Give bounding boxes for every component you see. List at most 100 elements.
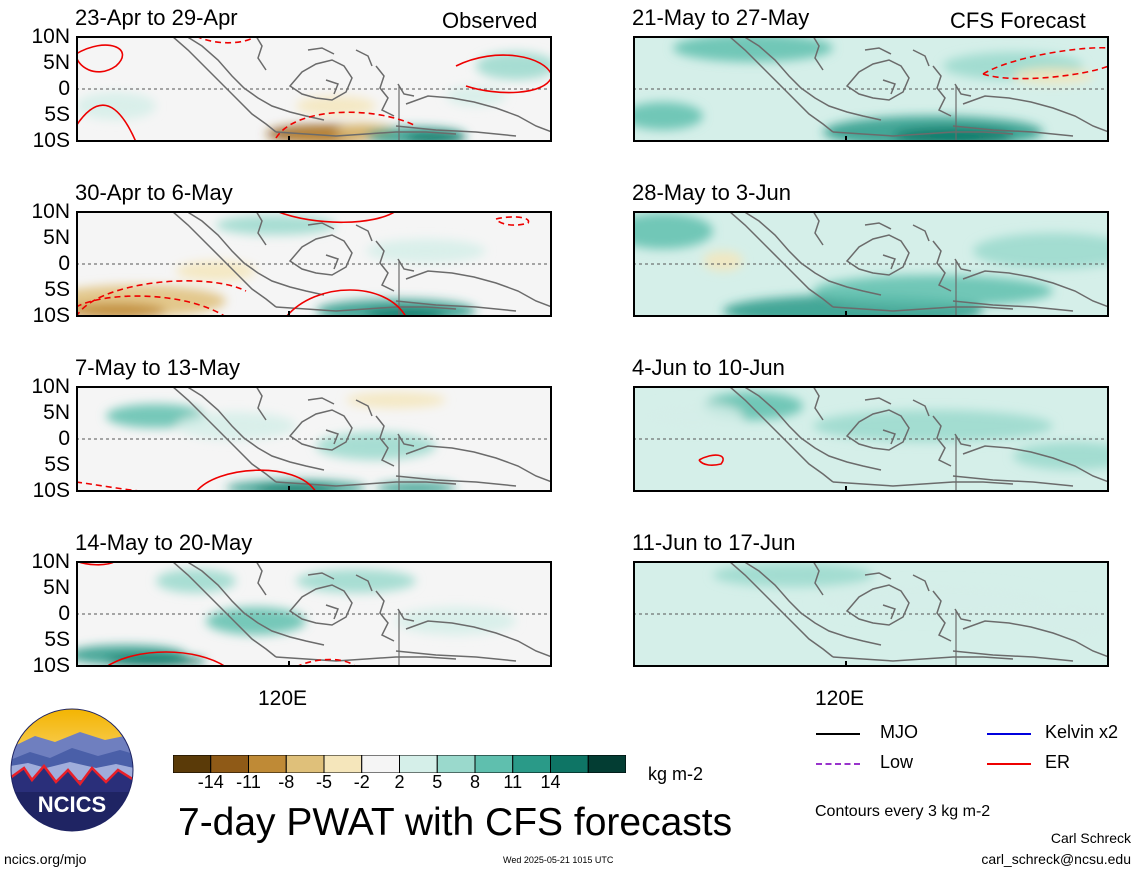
coastline	[912, 49, 930, 67]
footer-url[interactable]: ncics.org/mjo	[4, 851, 87, 867]
er-contour	[76, 44, 124, 73]
pwat-anomaly-area	[713, 563, 873, 587]
latitude-label: 5S	[44, 628, 70, 651]
colorbar-swatches	[173, 755, 626, 773]
coastline	[355, 224, 373, 242]
coastline	[255, 561, 267, 596]
coastline	[307, 47, 335, 55]
coastline	[812, 561, 824, 596]
panel-frame	[633, 36, 1109, 142]
coastline	[742, 36, 882, 121]
coastline	[912, 224, 930, 242]
contours-note: Contours every 3 kg m-2	[815, 803, 991, 820]
coastlines	[171, 36, 552, 137]
pwat-anomaly-area	[813, 275, 1053, 307]
panel-frame	[633, 386, 1109, 492]
colorbar-swatch	[436, 755, 476, 773]
pwat-anomaly-area	[633, 213, 713, 249]
map-canvas	[633, 561, 1109, 667]
coastline	[171, 386, 277, 483]
coastline	[397, 433, 415, 447]
pwat-anomaly-area	[316, 432, 436, 460]
pwat-anomaly-area	[366, 239, 486, 263]
mjo-line-icon	[816, 733, 860, 735]
panel-title: 30-Apr to 6-May	[75, 180, 233, 205]
coastline	[864, 572, 892, 580]
coastlines	[728, 386, 1109, 487]
pwat-anomaly-area	[176, 261, 256, 281]
pwat-field	[76, 52, 552, 142]
ncics-logo: NCICS	[10, 708, 134, 832]
coastline	[171, 211, 277, 308]
panel-title: 14-May to 20-May	[75, 530, 253, 555]
coastline	[275, 481, 457, 487]
panel-title: 23-Apr to 29-Apr	[75, 5, 238, 30]
pwat-anomaly-area	[643, 402, 743, 430]
coastline	[864, 397, 892, 405]
coastline	[355, 49, 373, 67]
coastline	[832, 306, 1014, 312]
coastline	[395, 650, 517, 662]
latitude-label: 5S	[44, 278, 70, 301]
er-contour	[76, 295, 227, 317]
er-contour	[275, 211, 397, 224]
logo-text: NCICS	[38, 792, 106, 817]
panel-title: 28-May to 3-Jun	[632, 180, 791, 205]
map-panel	[633, 36, 1109, 142]
colorbar-swatch	[361, 755, 400, 773]
er-contour	[295, 658, 357, 667]
coastline	[952, 125, 1074, 137]
pwat-anomaly-area	[156, 569, 236, 593]
coastline	[375, 240, 395, 292]
coastline	[952, 475, 1074, 487]
coastline	[397, 608, 415, 622]
coastline	[275, 656, 457, 662]
er-contour	[275, 111, 417, 139]
coastline	[882, 254, 896, 270]
coastline	[255, 36, 267, 71]
er-contour	[105, 651, 227, 667]
latitude-label: 10N	[31, 375, 70, 398]
er-contour	[982, 65, 1109, 80]
panel-frame	[633, 561, 1109, 667]
coastline	[307, 572, 335, 580]
pwat-anomaly-area	[76, 92, 156, 120]
colorbar-tick-label: 2	[394, 772, 405, 792]
coastline	[185, 386, 325, 471]
coastline	[405, 95, 552, 133]
pwat-anomaly-area	[813, 410, 1053, 442]
latitude-label: 5N	[43, 401, 70, 424]
map-panel	[633, 211, 1109, 317]
panel-title: 11-Jun to 17-Jun	[632, 530, 796, 555]
observed-label: Observed	[442, 8, 538, 33]
map-panel	[76, 386, 552, 492]
colorbar-tick-label: 5	[432, 772, 443, 792]
coastline	[812, 386, 824, 421]
coastline	[812, 36, 824, 71]
logo-icon: NCICS	[10, 708, 134, 832]
coastline	[962, 445, 1109, 483]
er-line-icon	[987, 763, 1031, 765]
latitude-label: 0	[58, 77, 70, 100]
er-contours	[76, 211, 530, 317]
er-contour	[76, 104, 137, 142]
latitude-label: 10N	[31, 200, 70, 223]
coastline	[912, 399, 930, 417]
coastline	[832, 656, 1014, 662]
coastline	[375, 415, 395, 467]
latitude-label: 10N	[31, 25, 70, 48]
colorbar-swatch	[550, 755, 589, 773]
legend-er: ER	[1045, 752, 1071, 772]
coastline	[882, 604, 896, 620]
lon-label-right: 120E	[815, 687, 865, 710]
coastlines	[171, 561, 552, 662]
coastline	[275, 306, 457, 312]
low-line-icon	[816, 763, 860, 765]
colorbar-tick-label: -8	[278, 772, 295, 792]
pwat-field	[633, 213, 1109, 317]
coastline	[185, 36, 325, 121]
coastline	[845, 234, 910, 276]
footer-email[interactable]: carl_schreck@ncsu.edu	[981, 851, 1131, 867]
coastlines	[171, 386, 552, 487]
main-title: 7-day PWAT with CFS forecasts	[178, 801, 733, 844]
